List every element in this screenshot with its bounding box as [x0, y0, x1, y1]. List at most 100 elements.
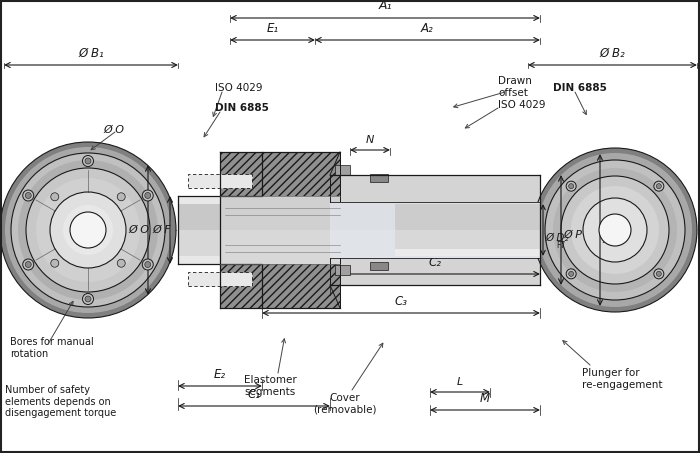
Text: A₁: A₁	[378, 0, 392, 12]
Circle shape	[533, 148, 697, 312]
Circle shape	[142, 190, 153, 201]
Circle shape	[657, 271, 661, 276]
Circle shape	[5, 147, 171, 313]
Circle shape	[654, 269, 664, 279]
Text: K: K	[292, 272, 300, 285]
Text: Drawn
offset: Drawn offset	[498, 76, 532, 97]
Text: Ø B₂: Ø B₂	[600, 47, 625, 60]
Text: M: M	[480, 392, 490, 405]
Text: Ø D₂: Ø D₂	[545, 233, 568, 243]
Text: F7: F7	[210, 246, 219, 255]
Text: N: N	[366, 135, 375, 145]
Text: DIN 6885: DIN 6885	[553, 83, 607, 93]
Text: Ø O: Ø O	[128, 225, 149, 235]
Circle shape	[11, 153, 165, 307]
Bar	[220, 230, 340, 264]
Text: C₁: C₁	[248, 388, 260, 401]
Polygon shape	[330, 175, 540, 183]
Circle shape	[566, 269, 576, 279]
Circle shape	[657, 183, 661, 188]
Circle shape	[566, 181, 576, 191]
Circle shape	[51, 193, 59, 201]
Bar	[335, 165, 350, 175]
Polygon shape	[330, 185, 540, 193]
Bar	[188, 272, 252, 286]
Bar	[395, 204, 540, 230]
Circle shape	[571, 186, 659, 274]
Bar	[220, 196, 340, 230]
Text: ISO 4029: ISO 4029	[215, 83, 262, 93]
Text: Ø O: Ø O	[103, 125, 124, 135]
Bar	[395, 230, 540, 256]
Circle shape	[553, 168, 677, 292]
Polygon shape	[330, 180, 540, 188]
Text: C₃: C₃	[395, 295, 407, 308]
Polygon shape	[330, 272, 540, 280]
Circle shape	[0, 142, 176, 318]
Circle shape	[654, 181, 664, 191]
Circle shape	[545, 160, 685, 300]
Bar	[220, 152, 340, 230]
Circle shape	[50, 192, 126, 268]
Circle shape	[25, 261, 32, 268]
Bar	[178, 230, 262, 264]
Text: Cover
(removable): Cover (removable)	[314, 393, 377, 414]
Bar	[220, 230, 340, 308]
Circle shape	[85, 296, 91, 302]
Bar	[370, 262, 388, 270]
Circle shape	[142, 259, 153, 270]
Circle shape	[70, 212, 106, 248]
Text: Ø P: Ø P	[563, 230, 582, 240]
Bar	[370, 174, 388, 182]
Circle shape	[83, 155, 94, 167]
Text: Elastomer
segments: Elastomer segments	[244, 375, 296, 396]
Text: Plunger for
re-engagement: Plunger for re-engagement	[582, 368, 662, 390]
Text: E₂: E₂	[214, 368, 226, 381]
Bar	[178, 196, 262, 204]
Circle shape	[117, 193, 125, 201]
Polygon shape	[220, 230, 340, 308]
Text: Bores for manual
rotation: Bores for manual rotation	[10, 337, 94, 359]
Text: Ø D₁: Ø D₁	[199, 237, 223, 247]
Circle shape	[538, 153, 692, 307]
Text: Number of safety
elements depends on
disengagement torque: Number of safety elements depends on dis…	[5, 385, 116, 418]
Circle shape	[26, 168, 150, 292]
Circle shape	[36, 178, 140, 282]
Circle shape	[83, 294, 94, 304]
Polygon shape	[330, 277, 540, 285]
Bar	[188, 174, 252, 188]
Bar	[330, 230, 540, 258]
Text: Ø B₁: Ø B₁	[78, 47, 104, 60]
Polygon shape	[330, 267, 540, 275]
Bar	[395, 249, 540, 256]
Circle shape	[25, 193, 32, 198]
Text: E₁: E₁	[267, 22, 279, 35]
Bar	[178, 256, 262, 264]
Circle shape	[22, 259, 34, 270]
Circle shape	[145, 261, 150, 268]
Circle shape	[599, 214, 631, 246]
Text: ISO 4029: ISO 4029	[498, 100, 545, 110]
Circle shape	[561, 176, 669, 284]
Polygon shape	[220, 152, 340, 230]
Circle shape	[568, 183, 574, 188]
Bar	[330, 202, 540, 230]
Text: C₂: C₂	[428, 256, 442, 269]
Circle shape	[145, 193, 150, 198]
Text: DIN 6885: DIN 6885	[215, 103, 269, 113]
Text: Ø G: Ø G	[602, 235, 623, 245]
Bar	[330, 230, 540, 285]
Text: A₂: A₂	[421, 22, 434, 35]
Circle shape	[18, 160, 158, 300]
Circle shape	[85, 158, 91, 164]
Circle shape	[22, 190, 34, 201]
Circle shape	[568, 271, 574, 276]
Circle shape	[117, 259, 125, 267]
Text: L: L	[457, 377, 463, 387]
Text: Ø F: Ø F	[152, 225, 171, 235]
Circle shape	[583, 198, 647, 262]
Bar	[335, 265, 350, 275]
Text: F7: F7	[556, 241, 566, 251]
Bar	[330, 175, 540, 230]
Circle shape	[63, 205, 113, 255]
